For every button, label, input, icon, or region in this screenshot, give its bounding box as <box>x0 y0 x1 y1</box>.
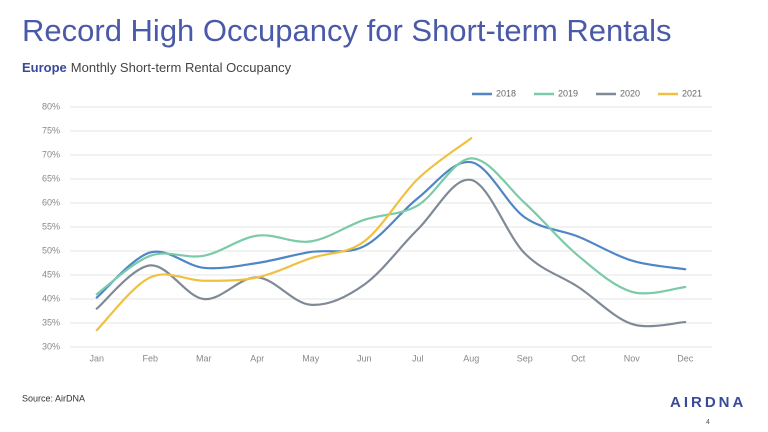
x-tick-label: Mar <box>196 353 212 363</box>
source: Source: AirDNA <box>22 393 85 403</box>
series-line <box>95 161 687 299</box>
x-tick-label: Dec <box>677 353 694 363</box>
subtitle-text: Monthly Short-term Rental Occupancy <box>71 60 292 75</box>
x-tick-label: Jan <box>89 353 104 363</box>
y-tick-label: 60% <box>42 197 60 207</box>
y-tick-label: 65% <box>42 173 60 183</box>
slide-title: Record High Occupancy for Short-term Ren… <box>22 13 672 48</box>
legend-label: 2020 <box>620 88 640 98</box>
subtitle: Europe Monthly Short-term Rental Occupanc… <box>22 60 292 75</box>
logo: AIRDNA <box>670 394 746 411</box>
x-tick-label: Jul <box>412 353 424 363</box>
series-line <box>95 157 687 296</box>
subtitle-region: Europe <box>22 60 67 75</box>
x-tick-label: Aug <box>463 353 479 363</box>
y-tick-label: 55% <box>42 221 60 231</box>
legend-label: 2018 <box>496 88 516 98</box>
x-tick-label: Nov <box>624 353 641 363</box>
x-tick-label: Apr <box>250 353 264 363</box>
x-tick-label: Oct <box>571 353 586 363</box>
series-line <box>95 178 687 328</box>
y-tick-label: 50% <box>42 245 60 255</box>
x-tick-label: Sep <box>517 353 533 363</box>
x-tick-label: Feb <box>142 353 158 363</box>
x-tick-label: Jun <box>357 353 372 363</box>
y-tick-label: 35% <box>42 317 60 327</box>
y-tick-label: 30% <box>42 341 60 351</box>
legend-label: 2019 <box>558 88 578 98</box>
y-tick-label: 70% <box>42 149 60 159</box>
y-tick-label: 80% <box>42 101 60 111</box>
page-number: 4 <box>706 419 710 426</box>
series-line <box>95 137 473 332</box>
legend-label: 2021 <box>682 88 702 98</box>
y-tick-label: 40% <box>42 293 60 303</box>
y-tick-label: 75% <box>42 125 60 135</box>
y-tick-label: 45% <box>42 269 60 279</box>
x-tick-label: May <box>302 353 320 363</box>
